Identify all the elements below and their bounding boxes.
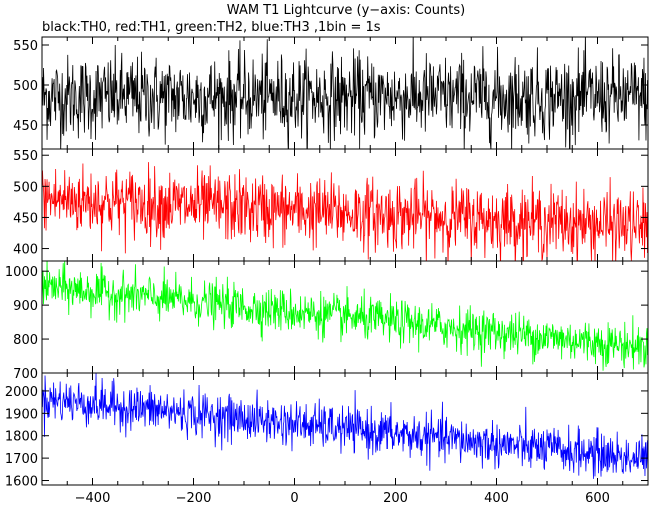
panel-1: 400 450 500 550 xyxy=(13,148,649,262)
ytick-label-1-2: 500 xyxy=(13,180,38,195)
xtick-label-5: 600 xyxy=(585,491,610,505)
xtick-label-0: −400 xyxy=(75,491,111,505)
panels: 450 500 550 400 450 500 550 700 800 900 1000 1600 17… xyxy=(5,36,649,505)
xtick-label-2: 0 xyxy=(290,491,298,505)
ytick-label-1-0: 400 xyxy=(13,243,38,258)
ytick-label-2-3: 1000 xyxy=(5,265,38,280)
ytick-label-2-2: 900 xyxy=(13,299,38,314)
ytick-label-1-3: 550 xyxy=(13,149,38,164)
xtick-label-3: 200 xyxy=(383,491,408,505)
panel-2: 700 800 900 1000 xyxy=(5,260,649,382)
ytick-label-0-1: 500 xyxy=(13,79,38,94)
ytick-label-3-3: 1900 xyxy=(5,407,38,422)
ytick-label-2-1: 800 xyxy=(13,333,38,348)
panel-0: 450 500 550 xyxy=(13,36,649,150)
chart-title: WAM T1 Lightcurve (y−axis: Counts) xyxy=(227,3,465,18)
series-line-1-0 xyxy=(42,162,648,261)
series-line-0-0 xyxy=(42,37,648,149)
ytick-label-3-1: 1700 xyxy=(5,452,38,467)
xtick-label-1: −200 xyxy=(176,491,212,505)
ytick-label-1-1: 450 xyxy=(13,211,38,226)
ytick-label-3-4: 2000 xyxy=(5,385,38,400)
series-line-3-0 xyxy=(42,373,648,479)
chart-subtitle: black:TH0, red:TH1, green:TH2, blue:TH3 … xyxy=(42,20,381,35)
ytick-label-3-0: 1600 xyxy=(5,475,38,490)
series-line-2-0 xyxy=(42,261,648,371)
ytick-label-2-0: 700 xyxy=(13,367,38,382)
xtick-label-4: 400 xyxy=(484,491,509,505)
ytick-label-0-0: 450 xyxy=(13,119,38,134)
panel-3: 1600 1700 1800 1900 2000 −400 −200 0 200 400 600 xyxy=(5,372,649,505)
ytick-label-0-2: 550 xyxy=(13,39,38,54)
ytick-label-3-2: 1800 xyxy=(5,430,38,445)
